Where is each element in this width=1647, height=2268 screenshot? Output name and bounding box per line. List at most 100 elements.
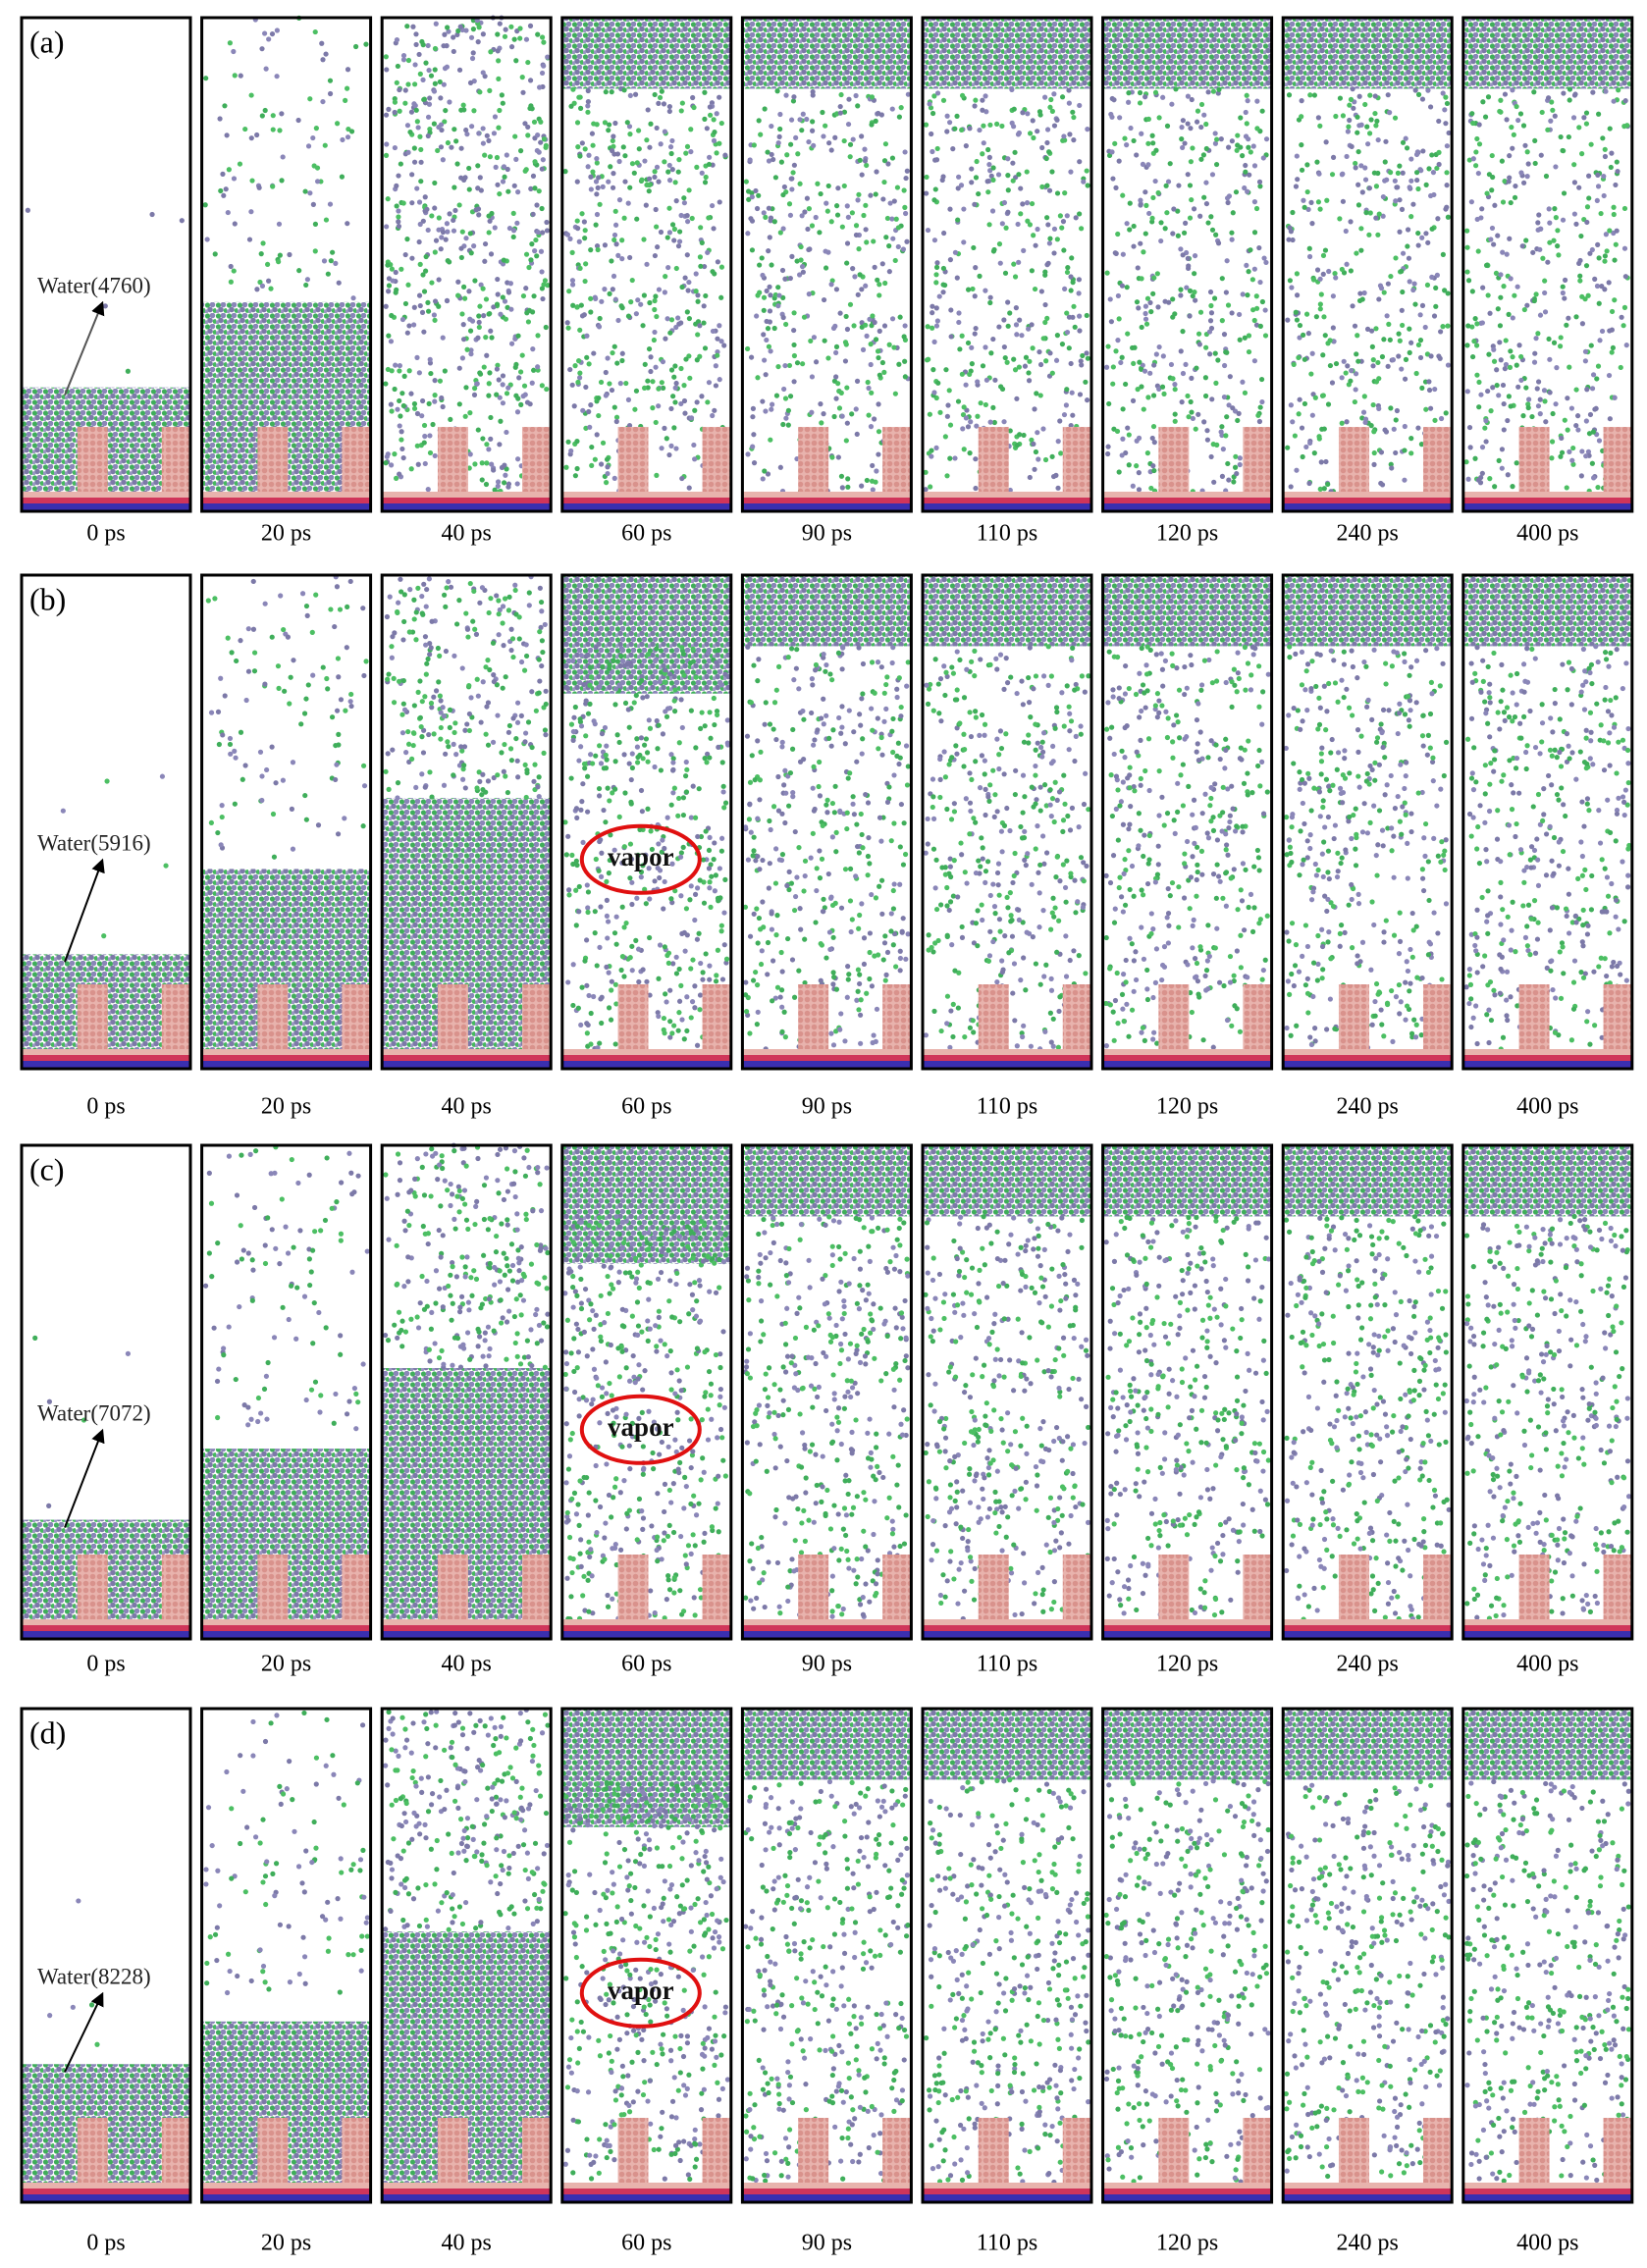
molecule [1436, 161, 1442, 168]
molecule [1400, 322, 1406, 329]
molecule [962, 1033, 968, 1040]
molecule [400, 701, 406, 707]
molecule [1613, 241, 1619, 247]
molecule [413, 41, 419, 48]
molecule [868, 361, 874, 368]
molecule [850, 794, 856, 800]
molecule [208, 710, 215, 715]
molecule [860, 346, 867, 352]
molecule [933, 305, 939, 311]
molecule [751, 460, 758, 466]
molecule [1115, 231, 1121, 237]
molecule [473, 207, 479, 213]
molecule [486, 381, 492, 387]
molecule [1048, 976, 1054, 981]
molecule [487, 370, 493, 376]
molecule [1254, 126, 1260, 132]
molecule [682, 948, 688, 954]
molecule [893, 216, 899, 222]
molecule [668, 896, 674, 902]
molecule [768, 437, 773, 443]
molecule [1225, 199, 1231, 206]
molecule [1051, 123, 1058, 129]
molecule [203, 76, 209, 81]
molecule [336, 280, 342, 286]
molecule [1198, 101, 1205, 108]
molecule [438, 246, 444, 252]
molecule [986, 154, 992, 160]
molecule [1483, 418, 1489, 424]
pillar [1158, 427, 1190, 492]
molecule [586, 408, 592, 415]
molecule [574, 179, 580, 185]
molecule [1017, 432, 1023, 438]
molecule [1510, 145, 1515, 151]
molecule [474, 381, 480, 387]
molecule [1294, 292, 1301, 298]
molecule [747, 933, 754, 939]
molecule [869, 122, 875, 128]
molecule [713, 978, 719, 984]
molecule [1145, 140, 1151, 146]
molecule [897, 314, 903, 320]
molecule [1171, 206, 1177, 212]
molecule [511, 183, 517, 188]
pillar [1518, 427, 1550, 492]
molecule [1013, 322, 1020, 328]
molecule [512, 133, 518, 139]
molecule [1135, 265, 1141, 271]
molecule [1597, 338, 1603, 343]
molecule [815, 727, 821, 733]
molecule [471, 108, 477, 114]
molecule [1392, 178, 1398, 184]
molecule [1607, 416, 1613, 422]
molecule [745, 857, 752, 863]
molecule [581, 219, 587, 225]
substrate [1283, 498, 1453, 503]
molecule [705, 650, 712, 656]
molecule [878, 734, 884, 741]
molecule [711, 117, 717, 123]
molecule [1373, 123, 1379, 129]
molecule [644, 261, 650, 267]
molecule [629, 751, 635, 757]
molecule [397, 86, 402, 93]
molecule [980, 97, 985, 103]
molecule [325, 686, 331, 692]
molecule [471, 588, 477, 595]
molecule [508, 24, 514, 29]
molecule [670, 760, 676, 765]
molecule [312, 28, 318, 35]
molecule [528, 257, 534, 263]
molecule [776, 133, 782, 139]
molecule [903, 175, 909, 182]
molecule [627, 132, 633, 137]
molecule [844, 240, 851, 246]
molecule [606, 128, 611, 133]
molecule [217, 116, 223, 122]
molecule [669, 1030, 675, 1036]
molecule [1014, 332, 1020, 338]
molecule [1154, 271, 1160, 277]
molecule [1256, 244, 1262, 251]
molecule [406, 323, 412, 329]
molecule [1510, 315, 1515, 321]
molecule [665, 169, 671, 175]
molecule [514, 481, 520, 487]
molecule [1553, 401, 1559, 407]
molecule [651, 337, 657, 343]
molecule [1160, 94, 1166, 100]
molecule [690, 94, 696, 101]
molecule [675, 813, 681, 818]
molecule [532, 248, 538, 254]
molecule [1144, 450, 1150, 456]
molecule [1081, 179, 1087, 185]
molecule [538, 248, 545, 254]
molecule [612, 1041, 618, 1047]
molecule [1001, 317, 1007, 323]
molecule [425, 308, 432, 314]
molecule [485, 778, 492, 784]
molecule [1188, 398, 1194, 405]
molecule [968, 733, 975, 740]
molecule [1397, 338, 1403, 343]
